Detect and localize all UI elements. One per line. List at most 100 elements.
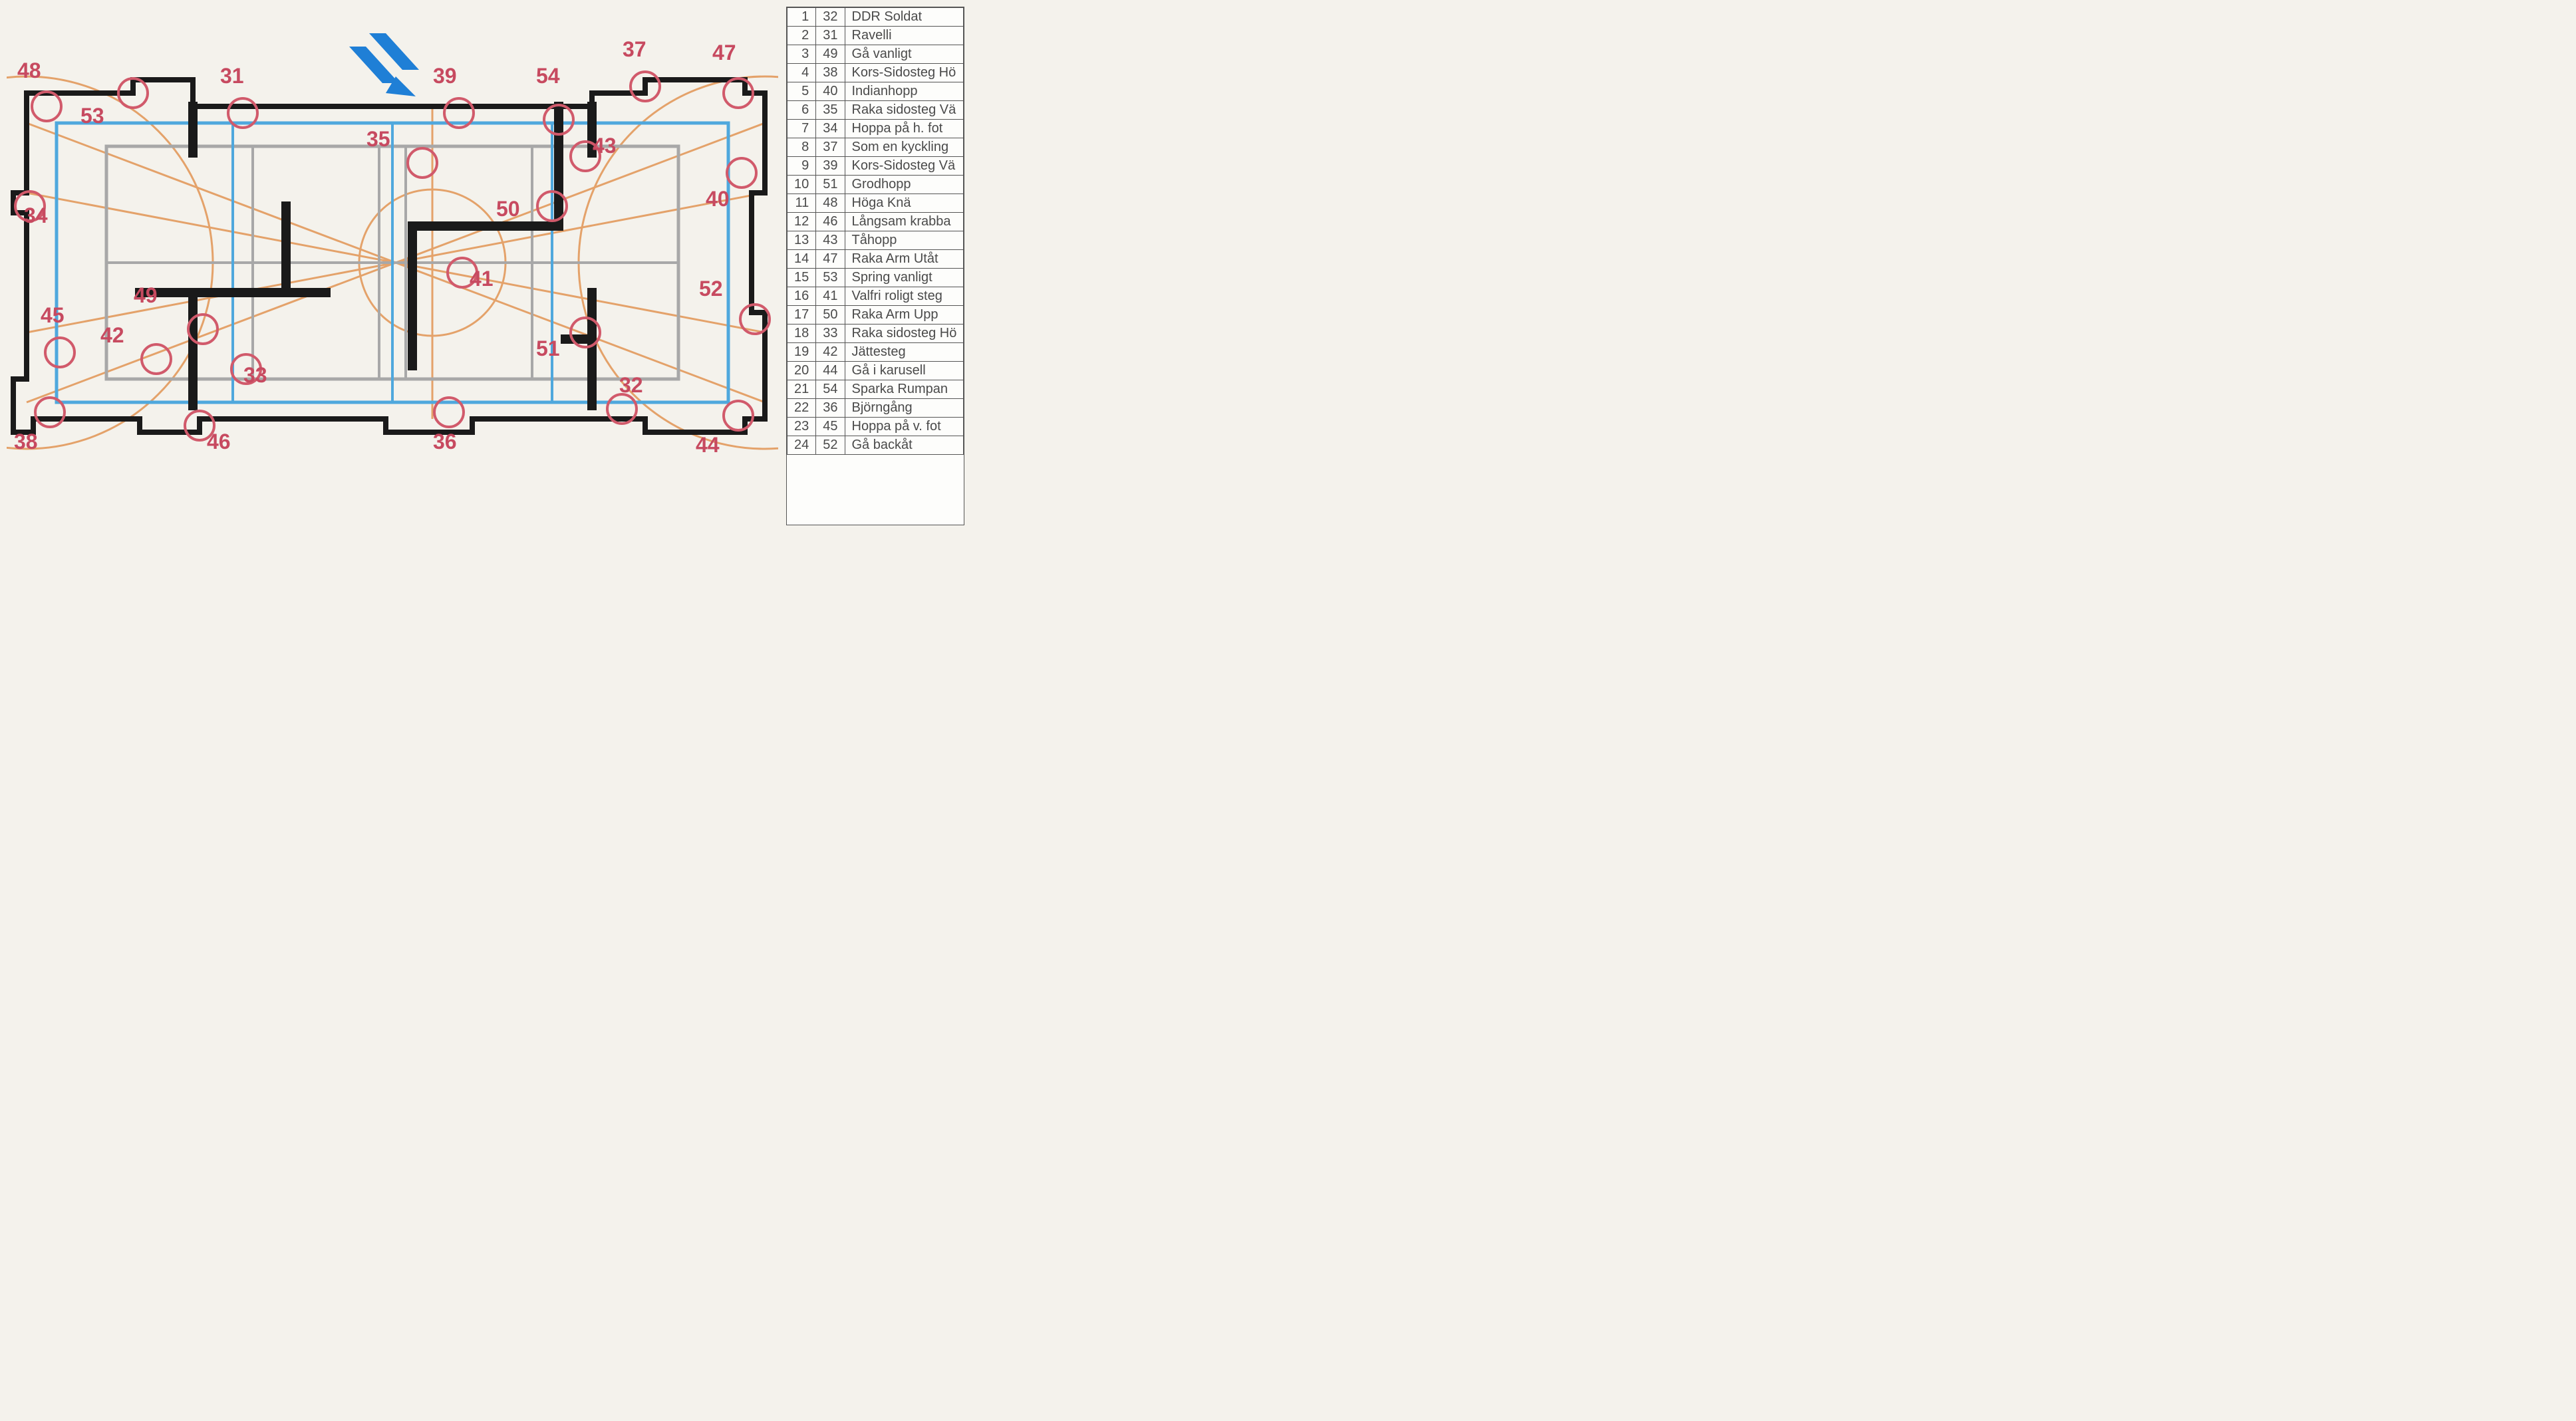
- legend-row: 540Indianhopp: [787, 82, 964, 101]
- legend-name: Jättesteg: [845, 343, 964, 362]
- legend-code: 40: [816, 82, 845, 101]
- legend-row: 132DDR Soldat: [787, 8, 964, 27]
- legend-name: Långsam krabba: [845, 213, 964, 231]
- legend-index: 21: [787, 380, 816, 399]
- floor-plan-svg: [7, 7, 778, 525]
- legend-row: 939Kors-Sidosteg Vä: [787, 157, 964, 176]
- legend-index: 1: [787, 8, 816, 27]
- legend-name: Valfri roligt steg: [845, 287, 964, 306]
- legend-code: 43: [816, 231, 845, 250]
- legend-row: 734Hoppa på h. fot: [787, 120, 964, 138]
- legend-row: 2154Sparka Rumpan: [787, 380, 964, 399]
- legend-name: Hoppa på h. fot: [845, 120, 964, 138]
- legend-row: 2236Björngång: [787, 399, 964, 418]
- legend-row: 1553Spring vanligt: [787, 269, 964, 287]
- legend-row: 1833Raka sidosteg Hö: [787, 324, 964, 343]
- legend-code: 39: [816, 157, 845, 176]
- legend-name: Tåhopp: [845, 231, 964, 250]
- legend-name: Raka sidosteg Vä: [845, 101, 964, 120]
- legend-index: 5: [787, 82, 816, 101]
- legend-code: 52: [816, 436, 845, 455]
- legend-index: 10: [787, 176, 816, 194]
- legend-name: Hoppa på v. fot: [845, 418, 964, 436]
- legend-index: 7: [787, 120, 816, 138]
- legend-name: Raka Arm Upp: [845, 306, 964, 324]
- legend-row: 1343Tåhopp: [787, 231, 964, 250]
- legend-index: 2: [787, 27, 816, 45]
- legend-name: Ravelli: [845, 27, 964, 45]
- legend-row: 231Ravelli: [787, 27, 964, 45]
- legend-code: 36: [816, 399, 845, 418]
- legend-code: 51: [816, 176, 845, 194]
- legend-code: 50: [816, 306, 845, 324]
- legend-panel: 132DDR Soldat231Ravelli349Gå vanligt438K…: [786, 7, 964, 525]
- legend-code: 46: [816, 213, 845, 231]
- legend-code: 54: [816, 380, 845, 399]
- legend-code: 37: [816, 138, 845, 157]
- floor-plan: 4853313954374735434034504149524542335132…: [7, 7, 778, 525]
- legend-index: 22: [787, 399, 816, 418]
- legend-name: Raka Arm Utåt: [845, 250, 964, 269]
- legend-code: 41: [816, 287, 845, 306]
- legend-name: Gå i karusell: [845, 362, 964, 380]
- legend-index: 17: [787, 306, 816, 324]
- legend-code: 31: [816, 27, 845, 45]
- legend-index: 4: [787, 64, 816, 82]
- legend-index: 11: [787, 194, 816, 213]
- legend-table: 132DDR Soldat231Ravelli349Gå vanligt438K…: [787, 7, 964, 455]
- legend-name: Grodhopp: [845, 176, 964, 194]
- legend-row: 837Som en kyckling: [787, 138, 964, 157]
- legend-name: DDR Soldat: [845, 8, 964, 27]
- legend-code: 32: [816, 8, 845, 27]
- legend-name: Sparka Rumpan: [845, 380, 964, 399]
- legend-row: 2452Gå backåt: [787, 436, 964, 455]
- legend-row: 1942Jättesteg: [787, 343, 964, 362]
- legend-row: 635Raka sidosteg Vä: [787, 101, 964, 120]
- legend-index: 12: [787, 213, 816, 231]
- legend-row: 1051Grodhopp: [787, 176, 964, 194]
- legend-index: 14: [787, 250, 816, 269]
- legend-row: 349Gå vanligt: [787, 45, 964, 64]
- legend-index: 6: [787, 101, 816, 120]
- legend-code: 53: [816, 269, 845, 287]
- legend-index: 3: [787, 45, 816, 64]
- legend-name: Raka sidosteg Hö: [845, 324, 964, 343]
- legend-code: 35: [816, 101, 845, 120]
- legend-code: 47: [816, 250, 845, 269]
- legend-code: 44: [816, 362, 845, 380]
- legend-index: 13: [787, 231, 816, 250]
- legend-index: 8: [787, 138, 816, 157]
- legend-name: Indianhopp: [845, 82, 964, 101]
- legend-name: Spring vanligt: [845, 269, 964, 287]
- legend-name: Kors-Sidosteg Hö: [845, 64, 964, 82]
- legend-name: Kors-Sidosteg Vä: [845, 157, 964, 176]
- legend-name: Som en kyckling: [845, 138, 964, 157]
- legend-code: 38: [816, 64, 845, 82]
- legend-index: 15: [787, 269, 816, 287]
- legend-code: 48: [816, 194, 845, 213]
- legend-code: 45: [816, 418, 845, 436]
- legend-index: 9: [787, 157, 816, 176]
- legend-row: 2044Gå i karusell: [787, 362, 964, 380]
- legend-row: 1447Raka Arm Utåt: [787, 250, 964, 269]
- legend-name: Gå backåt: [845, 436, 964, 455]
- legend-index: 24: [787, 436, 816, 455]
- legend-row: 1246Långsam krabba: [787, 213, 964, 231]
- legend-name: Gå vanligt: [845, 45, 964, 64]
- legend-row: 1750Raka Arm Upp: [787, 306, 964, 324]
- legend-row: 438Kors-Sidosteg Hö: [787, 64, 964, 82]
- legend-row: 2345Hoppa på v. fot: [787, 418, 964, 436]
- legend-index: 20: [787, 362, 816, 380]
- legend-row: 1641Valfri roligt steg: [787, 287, 964, 306]
- legend-row: 1148Höga Knä: [787, 194, 964, 213]
- legend-index: 16: [787, 287, 816, 306]
- legend-code: 42: [816, 343, 845, 362]
- legend-index: 19: [787, 343, 816, 362]
- legend-code: 33: [816, 324, 845, 343]
- legend-index: 23: [787, 418, 816, 436]
- legend-code: 49: [816, 45, 845, 64]
- legend-code: 34: [816, 120, 845, 138]
- legend-name: Björngång: [845, 399, 964, 418]
- legend-index: 18: [787, 324, 816, 343]
- legend-name: Höga Knä: [845, 194, 964, 213]
